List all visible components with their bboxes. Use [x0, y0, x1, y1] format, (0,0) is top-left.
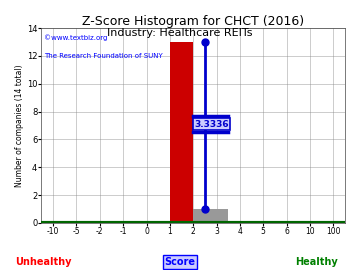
Text: Industry: Healthcare REITs: Industry: Healthcare REITs [107, 28, 253, 38]
Title: Z-Score Histogram for CHCT (2016): Z-Score Histogram for CHCT (2016) [82, 15, 304, 28]
Bar [193, 209, 228, 223]
Text: Score: Score [165, 256, 195, 266]
Y-axis label: Number of companies (14 total): Number of companies (14 total) [15, 64, 24, 187]
Text: The Research Foundation of SUNY: The Research Foundation of SUNY [45, 53, 163, 59]
Text: Healthy: Healthy [296, 256, 338, 266]
Text: ©www.textbiz.org: ©www.textbiz.org [45, 34, 108, 40]
Bar [170, 42, 193, 223]
Text: 3.3336: 3.3336 [194, 120, 229, 129]
Text: Unhealthy: Unhealthy [15, 256, 71, 266]
